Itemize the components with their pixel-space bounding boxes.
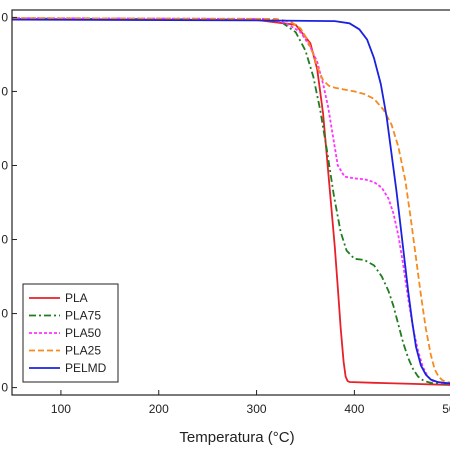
x-tick-label: 300 [247, 402, 267, 416]
legend-box [22, 283, 119, 383]
y-tick-label: 0 [1, 84, 8, 98]
y-tick-label: 0 [1, 233, 8, 247]
legend-label-pla50: PLA50 [65, 326, 101, 340]
x-tick-label: 200 [149, 402, 169, 416]
x-axis-title: Temperatura (°C) [179, 429, 294, 446]
y-tick-label: 0 [1, 158, 8, 172]
y-axis: 0 0 0 0 0 0 [1, 10, 17, 395]
series-line-pelmd [11, 18, 450, 385]
y-tick-label: 0 [1, 10, 8, 24]
legend-label-pla: PLA [65, 291, 88, 305]
series-line-pla25 [11, 17, 450, 384]
legend-label-pelmd: PELMD [65, 361, 107, 375]
y-tick-label: 0 [1, 307, 8, 321]
x-tick-label: 400 [344, 402, 364, 416]
series-group [11, 17, 450, 386]
plot-frame [11, 9, 450, 396]
y-tick-label: 0 [1, 381, 8, 395]
x-tick-label: 100 [51, 402, 71, 416]
legend-label-pla75: PLA75 [65, 309, 101, 323]
legend: PLA PLA75 PLA50 PLA25 PELMD [22, 283, 119, 383]
x-tick-label: 500 [442, 402, 450, 416]
x-axis: 100 200 300 400 500 [51, 390, 450, 416]
series-line-pla [11, 18, 450, 386]
series-line-pla75 [11, 17, 450, 386]
legend-label-pla25: PLA25 [65, 344, 101, 358]
